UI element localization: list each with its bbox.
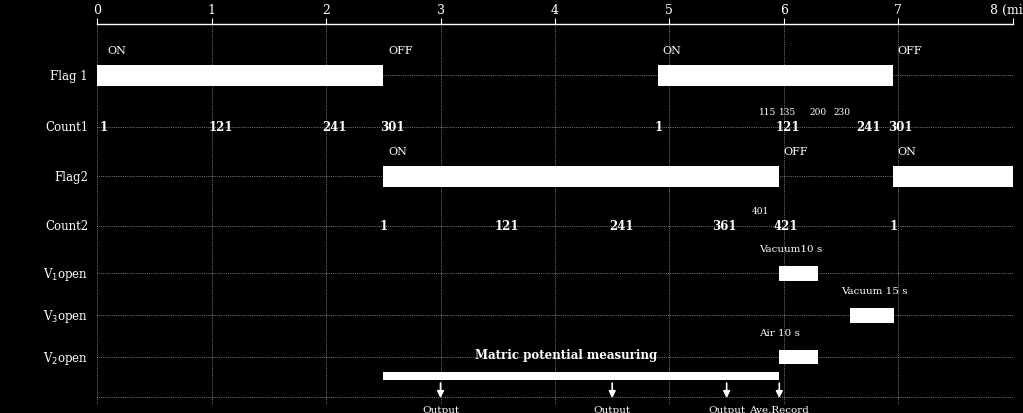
Bar: [780, 266, 818, 281]
Text: Air 10 s: Air 10 s: [759, 328, 800, 337]
Text: Count1: Count1: [45, 121, 88, 134]
Text: ON: ON: [897, 147, 916, 157]
Text: 1: 1: [889, 220, 897, 233]
Text: 121: 121: [775, 121, 800, 134]
Text: 200: 200: [809, 108, 827, 116]
Text: OFF: OFF: [784, 147, 808, 157]
Text: Ave.Record: Ave.Record: [750, 405, 809, 413]
Text: 115: 115: [759, 108, 776, 116]
Text: 1: 1: [380, 220, 388, 233]
Text: Output: Output: [421, 405, 459, 413]
Text: OFF: OFF: [897, 46, 922, 56]
Text: Output: Output: [593, 405, 631, 413]
Bar: [384, 166, 780, 187]
Text: Flag 1: Flag 1: [50, 69, 88, 83]
Text: OFF: OFF: [388, 46, 412, 56]
Bar: [850, 308, 894, 323]
Text: 301: 301: [380, 121, 404, 134]
Text: 361: 361: [712, 220, 737, 233]
Text: Vacuum 15 s: Vacuum 15 s: [841, 287, 907, 295]
Text: 1: 1: [99, 121, 107, 134]
Text: V$_3$open: V$_3$open: [43, 307, 88, 324]
Text: 241: 241: [609, 220, 633, 233]
Text: 401: 401: [752, 206, 769, 216]
Text: Flag2: Flag2: [54, 170, 88, 183]
Text: Matric potential measuring: Matric potential measuring: [475, 348, 657, 361]
Text: V$_2$open: V$_2$open: [43, 349, 88, 366]
Text: ON: ON: [663, 46, 681, 56]
Text: 1: 1: [655, 121, 663, 134]
Text: 241: 241: [856, 121, 881, 134]
Text: 421: 421: [773, 220, 798, 233]
Bar: [780, 350, 818, 365]
Text: 121: 121: [494, 220, 519, 233]
Text: Count2: Count2: [45, 220, 88, 233]
Text: Vacuum10 s: Vacuum10 s: [759, 245, 821, 254]
Text: 241: 241: [322, 121, 347, 134]
Text: V$_1$open: V$_1$open: [43, 265, 88, 282]
Bar: [658, 66, 893, 86]
Text: Output: Output: [708, 405, 745, 413]
Bar: [384, 372, 780, 380]
Text: ON: ON: [388, 147, 407, 157]
Text: 135: 135: [780, 108, 797, 116]
Text: ON: ON: [107, 46, 127, 56]
Text: 121: 121: [209, 121, 232, 134]
Text: 230: 230: [833, 108, 850, 116]
Bar: [97, 66, 384, 86]
Bar: [893, 166, 1013, 187]
Text: 301: 301: [888, 121, 913, 134]
